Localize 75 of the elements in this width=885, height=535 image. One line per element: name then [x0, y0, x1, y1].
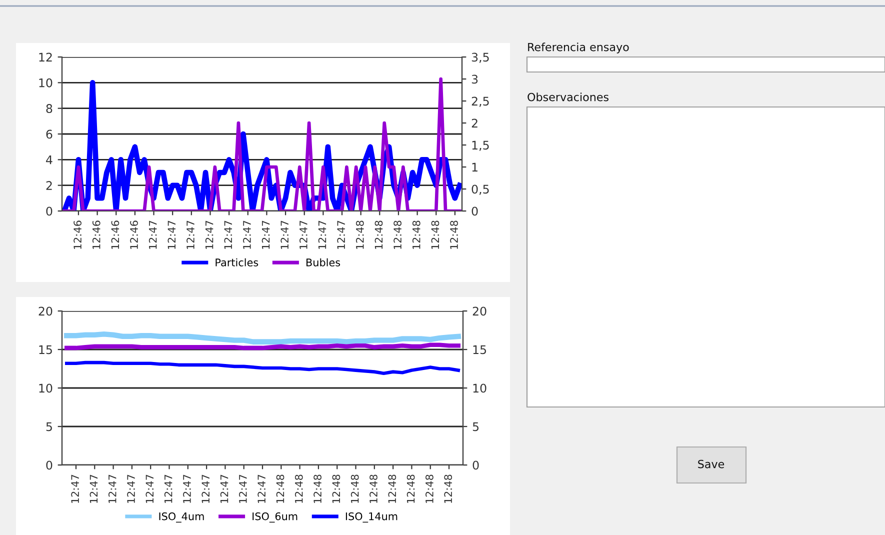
y-tick-label: 8 — [46, 104, 52, 113]
y-tick-label: 15 — [39, 345, 52, 354]
y-tick-label: 5 — [46, 422, 52, 432]
y2-tick-label: 2,5 — [472, 96, 489, 107]
y2-tick-label: 2 — [472, 118, 478, 128]
x-tick-label: 12:48 — [294, 474, 303, 503]
x-tick-label: 12:46 — [74, 220, 82, 249]
x-tick-label: 12:47 — [148, 220, 157, 249]
y-tick-label: 0 — [46, 460, 52, 470]
x-tick-label: 12:47 — [164, 474, 172, 503]
y2-tick-label: 0 — [472, 460, 479, 470]
x-tick-label: 12:48 — [412, 220, 420, 249]
y2-tick-label: 10 — [473, 384, 486, 393]
legend-label: Bubles — [306, 258, 340, 266]
x-tick-label: 12:48 — [374, 220, 383, 249]
x-tick-label: 12:48 — [444, 474, 452, 503]
x-tick-label: 12:46 — [111, 220, 120, 249]
legend-label: ISO_14um — [346, 512, 398, 523]
y2-tick-label: 0,5 — [472, 184, 489, 195]
x-tick-label: 12:48 — [276, 474, 284, 503]
x-tick-label: 12:48 — [450, 220, 458, 249]
x-tick-label: 12:47 — [299, 220, 308, 249]
y2-tick-label: 3 — [472, 74, 478, 84]
x-tick-label: 12:48 — [356, 220, 364, 249]
x-tick-label: 12:47 — [262, 220, 270, 249]
x-tick-label: 12:47 — [183, 474, 191, 503]
x-tick-label: 12:47 — [243, 220, 251, 249]
y-tick-label: 20 — [38, 306, 52, 316]
y2-tick-label: 5 — [472, 422, 479, 432]
x-tick-label: 12:48 — [388, 474, 396, 503]
x-tick-label: 12:47 — [280, 220, 288, 249]
y-tick-label: 0 — [46, 206, 52, 216]
x-tick-label: 12:47 — [205, 220, 214, 249]
y-tick-label: 2 — [46, 181, 52, 190]
x-tick-label: 12:48 — [431, 220, 440, 249]
y2-tick-label: 1 — [472, 162, 478, 172]
x-tick-label: 12:47 — [90, 474, 98, 503]
x-tick-label: 12:47 — [71, 474, 79, 503]
x-tick-label: 12:47 — [108, 474, 116, 503]
x-tick-label: 12:47 — [224, 220, 232, 249]
x-tick-label: 12:48 — [426, 474, 434, 503]
x-tick-label: 12:47 — [202, 474, 210, 503]
text: Referencia ensayo — [528, 42, 629, 54]
y2-tick-label: 20 — [472, 306, 486, 316]
y-tick-label: 10 — [39, 78, 52, 88]
x-tick-label: 12:47 — [168, 220, 176, 249]
x-tick-label: 12:48 — [406, 474, 415, 503]
x-tick-label: 12:48 — [332, 474, 340, 503]
x-tick-label: 12:47 — [186, 220, 194, 249]
legend-label: ISO_4um — [159, 512, 204, 523]
y2-tick-label: 0 — [472, 206, 478, 216]
y-tick-label: 4 — [46, 156, 52, 164]
x-tick-label: 12:47 — [258, 474, 266, 503]
legend-label: Particles — [216, 258, 258, 266]
y-tick-label: 12 — [39, 52, 52, 62]
x-tick-label: 12:47 — [238, 474, 247, 503]
legend-label: ISO_6um — [252, 512, 298, 523]
y-tick-label: 10 — [39, 384, 52, 393]
text: Save — [698, 460, 724, 468]
x-tick-label: 12:47 — [220, 474, 228, 503]
x-tick-label: 12:47 — [337, 220, 345, 249]
x-tick-label: 12:48 — [394, 220, 402, 249]
x-tick-label: 12:47 — [146, 474, 154, 503]
text: Observaciones — [528, 92, 608, 102]
x-tick-label: 12:47 — [318, 220, 326, 249]
x-tick-label: 12:47 — [127, 474, 135, 503]
y2-tick-label: 1,5 — [472, 140, 489, 151]
x-tick-label: 12:48 — [314, 474, 322, 503]
x-tick-label: 12:48 — [350, 474, 359, 503]
x-tick-label: 12:46 — [130, 220, 138, 249]
y2-tick-label: 15 — [473, 345, 486, 354]
x-tick-label: 12:48 — [370, 474, 378, 503]
y2-tick-label: 3,5 — [472, 52, 489, 63]
y-tick-label: 6 — [46, 130, 52, 139]
x-tick-label: 12:46 — [92, 220, 100, 249]
